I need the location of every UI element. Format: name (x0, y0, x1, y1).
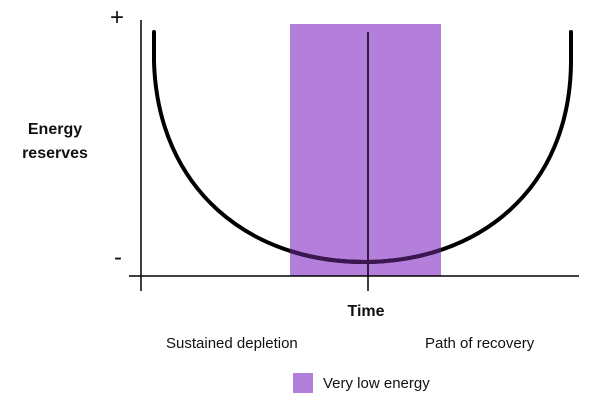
very-low-energy-band (290, 24, 441, 276)
y-axis-label: Energy reserves (14, 118, 96, 166)
phase-label-recovery: Path of recovery (425, 335, 535, 352)
y-axis-label-line2: reserves (22, 145, 88, 162)
y-axis-label-line1: Energy (27, 121, 83, 138)
phase-label-depletion: Sustained depletion (166, 335, 298, 352)
x-axis-label: Time (347, 303, 385, 320)
y-top-marker: + (110, 4, 125, 31)
energy-curve-low-segment (290, 247, 441, 265)
y-bottom-marker: - (114, 244, 122, 271)
legend: Very low energy (293, 373, 430, 393)
legend-swatch (293, 373, 313, 393)
legend-label: Very low energy (323, 374, 430, 392)
